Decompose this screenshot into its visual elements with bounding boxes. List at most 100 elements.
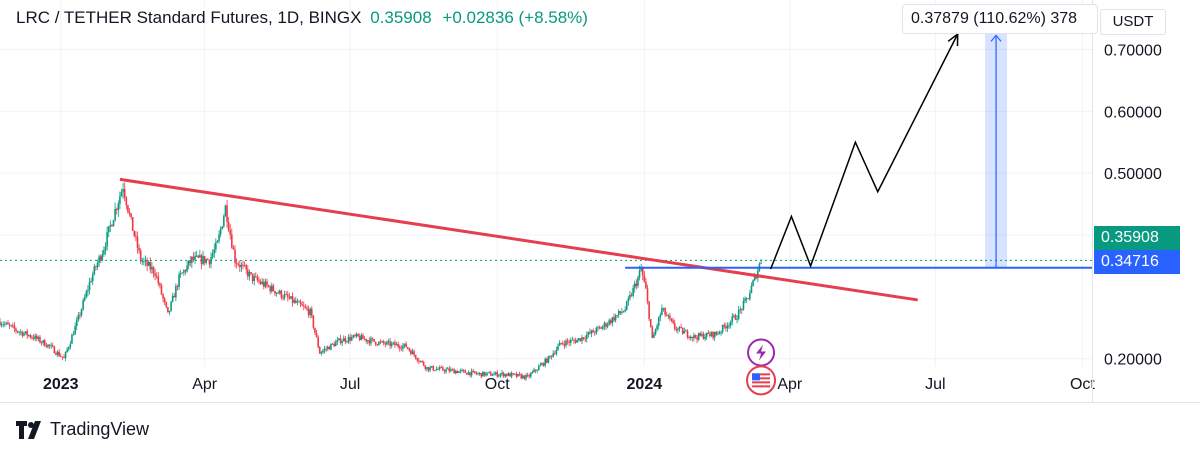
candle-body <box>111 225 113 227</box>
candle-body <box>79 315 81 316</box>
candle-body <box>323 348 326 351</box>
candle-body <box>595 327 598 333</box>
candle-body <box>408 348 411 351</box>
candle-body <box>507 373 510 376</box>
candle-body <box>737 309 740 320</box>
candle-body <box>318 347 321 354</box>
candle-body <box>245 265 248 270</box>
candle-body <box>286 294 289 298</box>
candle-body <box>32 337 35 339</box>
candle-body <box>242 264 244 266</box>
candle-body <box>294 300 297 303</box>
candle-body <box>39 337 41 343</box>
candle-body <box>114 208 116 221</box>
candle-body <box>619 311 622 313</box>
candle-body <box>662 307 665 309</box>
candle-body <box>229 229 232 235</box>
candle-body <box>63 357 65 359</box>
candle-body <box>533 369 535 372</box>
candle-body <box>697 333 700 340</box>
candle-body <box>83 297 86 301</box>
candle-body <box>717 333 719 335</box>
projection-path[interactable] <box>769 33 959 270</box>
candle-body <box>381 341 383 342</box>
candle-body <box>472 370 475 372</box>
candle-body <box>0 321 1 326</box>
measure-tool[interactable] <box>985 32 1008 269</box>
candle-body <box>299 301 302 305</box>
candle-body <box>653 334 655 338</box>
candle-body <box>657 317 660 326</box>
candle-body <box>119 196 121 204</box>
candle-body <box>681 327 684 334</box>
candle-body <box>99 256 102 260</box>
candle-body <box>632 287 634 296</box>
candle-body <box>405 343 407 348</box>
candle-body <box>669 315 671 319</box>
candle-body <box>154 273 156 276</box>
candle-body <box>696 337 698 340</box>
candle-body <box>538 366 540 371</box>
candle-body <box>192 256 195 260</box>
candle-body <box>183 270 185 273</box>
candle-body <box>239 264 241 268</box>
symbol-title[interactable]: LRC / TETHER Standard Futures, 1D, BINGX <box>16 8 362 27</box>
candle-body <box>531 371 534 374</box>
candle-body <box>10 325 12 327</box>
candle-body <box>346 341 348 343</box>
candle-body <box>370 338 372 344</box>
candle-body <box>464 370 467 373</box>
candle-body <box>95 266 97 268</box>
candle-body <box>410 350 412 355</box>
candle-body <box>171 295 174 302</box>
candle-body <box>603 323 606 327</box>
candle-body <box>685 330 687 332</box>
candle-body <box>637 277 639 287</box>
candle-body <box>413 351 415 355</box>
candle-body <box>131 216 134 231</box>
candle-body <box>67 347 70 350</box>
candle-body <box>482 371 484 377</box>
candle-body <box>627 298 630 302</box>
candle-body <box>680 326 682 328</box>
candle-body <box>414 354 417 359</box>
candle-body <box>510 373 513 377</box>
brand[interactable]: TradingView <box>16 419 149 440</box>
candle-body <box>675 328 678 331</box>
candle-body <box>42 340 44 343</box>
candle-body <box>429 367 431 371</box>
candle-body <box>750 285 753 294</box>
candle-body <box>432 366 435 371</box>
candle-body <box>167 307 169 313</box>
candle-body <box>59 356 62 357</box>
candle-body <box>733 315 735 317</box>
candle-body <box>157 276 160 284</box>
candle-body <box>80 309 83 316</box>
candle-body <box>458 371 460 373</box>
time-axis[interactable]: 2023 Apr Jul Oct 2024 Apr Jul Oct <box>43 376 1095 393</box>
last-price: 0.35908 <box>370 8 432 27</box>
candle-body <box>467 372 470 375</box>
candle-body <box>269 286 272 292</box>
candle-body <box>712 331 714 338</box>
candle-body <box>718 332 721 334</box>
candle-body <box>613 317 615 321</box>
currency-button[interactable]: USDT <box>1100 9 1166 35</box>
candle-body <box>499 374 502 376</box>
candle-body <box>136 236 139 249</box>
candle-body <box>5 322 8 324</box>
candle-body <box>699 333 702 336</box>
candle-body <box>15 328 17 331</box>
candle-body <box>611 317 614 324</box>
candle-body <box>440 367 443 369</box>
candle-body <box>728 325 730 327</box>
candle-body <box>605 323 607 327</box>
candle-body <box>573 339 575 341</box>
candle-body <box>107 226 110 233</box>
candle-body <box>475 372 478 374</box>
candle-body <box>419 361 422 362</box>
candle-body <box>77 315 80 321</box>
trendline[interactable] <box>119 177 918 302</box>
